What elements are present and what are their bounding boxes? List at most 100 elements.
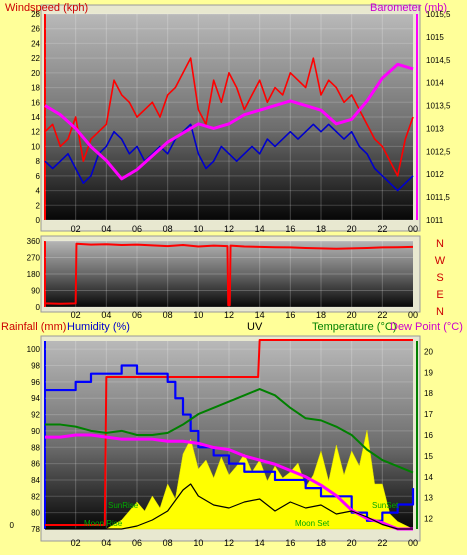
barometer-tick-label: 1015 bbox=[426, 33, 444, 42]
x-tick-label: 16 bbox=[285, 224, 295, 234]
barometer-tick-label: 1012,5 bbox=[426, 147, 451, 156]
wind-tick-label: 12 bbox=[31, 128, 40, 137]
x-tick-label: 20 bbox=[347, 538, 357, 548]
compass-label: E bbox=[436, 289, 443, 301]
x-tick-label: 06 bbox=[132, 224, 142, 234]
direction-tick-label: 0 bbox=[36, 303, 41, 312]
wind-tick-label: 20 bbox=[31, 69, 40, 78]
x-tick-label: 12 bbox=[224, 310, 234, 320]
temperature-tick-label: 18 bbox=[424, 389, 433, 398]
temperature-axis-label: Temperature (°C) bbox=[312, 321, 396, 333]
temperature-tick-label: 12 bbox=[424, 515, 433, 524]
humidity-tick-label: 94 bbox=[31, 394, 40, 403]
humidity-tick-label: 92 bbox=[31, 411, 40, 420]
x-tick-label: 14 bbox=[255, 224, 265, 234]
panel1-series bbox=[44, 57, 414, 192]
direction-tick-label: 270 bbox=[27, 254, 41, 263]
compass-label: N bbox=[436, 306, 444, 318]
barometer-line bbox=[44, 62, 414, 181]
panel1-tick-labels: 024681012141618202224262810111011,510121… bbox=[31, 10, 451, 234]
x-tick-label: 22 bbox=[377, 310, 387, 320]
wind-tick-label: 28 bbox=[31, 10, 40, 19]
panel-wind-barometer: Windspeed (kph) Barometer (mb) 024681012… bbox=[5, 2, 451, 234]
wind-tick-label: 26 bbox=[31, 25, 40, 34]
x-tick-label: 18 bbox=[316, 310, 326, 320]
wind-tick-label: 16 bbox=[31, 98, 40, 107]
humidity-tick-label: 98 bbox=[31, 362, 40, 371]
barometer-tick-label: 1011 bbox=[426, 216, 444, 225]
humidity-axis-label: Humidity (%) bbox=[67, 321, 130, 333]
sunset-annotation: SunSet bbox=[372, 501, 399, 510]
wind-tick-label: 0 bbox=[36, 216, 41, 225]
x-tick-label: 10 bbox=[193, 538, 203, 548]
barometer-tick-label: 1015,5 bbox=[426, 10, 451, 19]
wind-axis-label: Windspeed (kph) bbox=[5, 2, 88, 14]
x-tick-label: 14 bbox=[255, 310, 265, 320]
x-tick-label: 12 bbox=[224, 538, 234, 548]
temperature-tick-label: 15 bbox=[424, 452, 433, 461]
x-tick-label: 04 bbox=[101, 224, 111, 234]
panel3-series bbox=[45, 339, 415, 531]
x-tick-label: 08 bbox=[163, 538, 173, 548]
barometer-tick-label: 1013 bbox=[426, 124, 444, 133]
wind-tick-label: 2 bbox=[36, 201, 41, 210]
moonrise-annotation: Moon Rise bbox=[84, 519, 123, 528]
x-tick-label: 18 bbox=[316, 224, 326, 234]
humidity-tick-label: 90 bbox=[31, 427, 40, 436]
temperature-tick-label: 20 bbox=[424, 347, 433, 356]
x-tick-label: 08 bbox=[163, 224, 173, 234]
x-tick-label: 06 bbox=[132, 310, 142, 320]
x-tick-label: 22 bbox=[377, 538, 387, 548]
wind-tick-label: 22 bbox=[31, 54, 40, 63]
x-tick-label: 18 bbox=[316, 538, 326, 548]
x-tick-label: 00 bbox=[408, 224, 418, 234]
humidity-tick-label: 84 bbox=[31, 476, 40, 485]
x-tick-label: 10 bbox=[193, 310, 203, 320]
dewpoint-line bbox=[45, 433, 413, 531]
temperature-tick-label: 13 bbox=[424, 494, 433, 503]
x-tick-label: 02 bbox=[71, 310, 81, 320]
rainfall-line bbox=[45, 339, 413, 526]
x-tick-label: 22 bbox=[377, 224, 387, 234]
x-tick-label: 04 bbox=[101, 310, 111, 320]
humidity-tick-label: 100 bbox=[27, 345, 41, 354]
x-tick-label: 02 bbox=[71, 538, 81, 548]
temperature-tick-label: 19 bbox=[424, 368, 433, 377]
barometer-tick-label: 1011,5 bbox=[426, 193, 450, 202]
wind-average-line bbox=[44, 123, 414, 192]
wind-tick-label: 8 bbox=[36, 157, 41, 166]
wind-tick-label: 24 bbox=[31, 39, 40, 48]
x-tick-label: 02 bbox=[71, 224, 81, 234]
compass-label: S bbox=[436, 272, 443, 284]
temperature-line bbox=[45, 388, 414, 474]
humidity-tick-label: 0 bbox=[10, 521, 15, 530]
wind-tick-label: 14 bbox=[31, 113, 40, 122]
humidity-tick-label: 80 bbox=[31, 509, 40, 518]
compass-label: W bbox=[435, 255, 446, 267]
x-tick-label: 14 bbox=[255, 538, 265, 548]
panel2-series bbox=[44, 242, 414, 307]
wind-tick-label: 4 bbox=[36, 187, 41, 196]
rainfall-axis-label: Rainfall (mm) bbox=[1, 321, 66, 333]
humidity-tick-label: 86 bbox=[31, 460, 40, 469]
x-tick-label: 16 bbox=[285, 538, 295, 548]
wind-tick-label: 6 bbox=[36, 172, 41, 181]
x-tick-label: 00 bbox=[408, 538, 418, 548]
x-tick-label: 06 bbox=[132, 538, 142, 548]
solar-line bbox=[45, 483, 413, 530]
direction-tick-label: 360 bbox=[27, 237, 41, 246]
barometer-tick-label: 1013,5 bbox=[426, 102, 451, 111]
uv-axis-label: UV bbox=[247, 321, 263, 333]
x-tick-label: 08 bbox=[163, 310, 173, 320]
dewpoint-axis-label: Dew Point (°C) bbox=[390, 321, 463, 333]
humidity-tick-label: 78 bbox=[31, 525, 40, 534]
humidity-tick-label: 82 bbox=[31, 492, 40, 501]
temperature-tick-label: 14 bbox=[424, 473, 433, 482]
temperature-tick-label: 17 bbox=[424, 410, 433, 419]
humidity-tick-label: 88 bbox=[31, 443, 40, 452]
x-tick-label: 20 bbox=[347, 310, 357, 320]
x-tick-label: 20 bbox=[347, 224, 357, 234]
